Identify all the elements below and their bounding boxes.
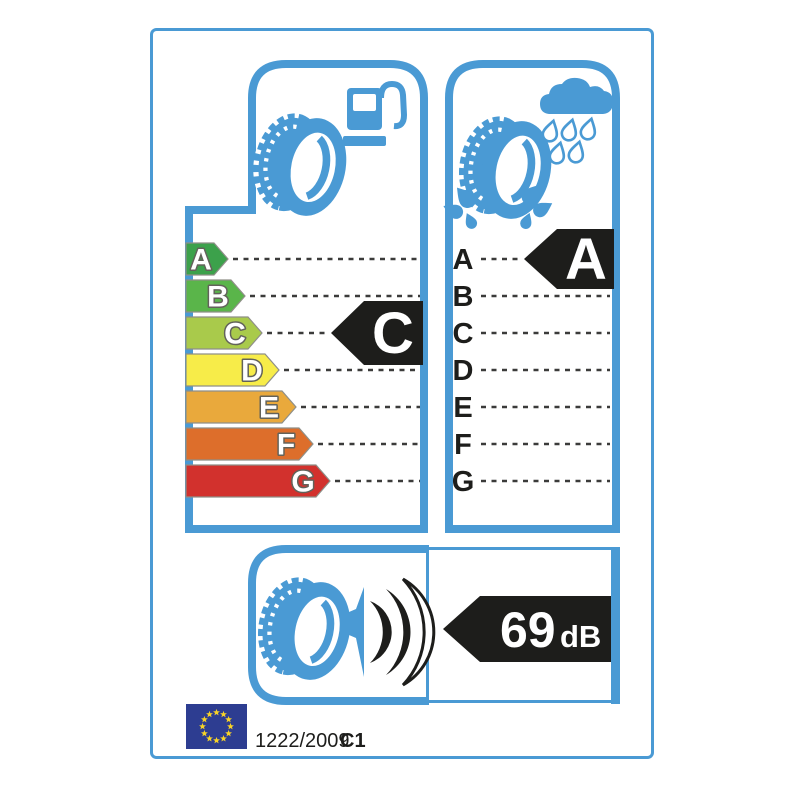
noise-rating: 69 dB — [443, 596, 611, 662]
fuel-grade-label: C — [224, 318, 246, 351]
fuel-grade-arrow-c — [185, 316, 263, 350]
noise-unit: dB — [560, 619, 601, 654]
fuel-grade-arrow-f — [185, 427, 314, 461]
wet-grip-rating-arrow — [524, 229, 614, 289]
fuel-grade-arrow-e — [185, 390, 297, 424]
fuel-efficiency-scale: A B C D E F G C — [185, 242, 423, 500]
fuel-efficiency-pictogram — [245, 80, 408, 222]
wet-grip-grade-label: D — [453, 355, 474, 387]
regulation-number: 1222/2009 — [255, 730, 350, 752]
fuel-grade-label: B — [207, 281, 229, 314]
wet-grip-grade-label: B — [453, 281, 474, 313]
fuel-rating-value: C — [372, 301, 414, 366]
fuel-grade-arrow-g — [185, 464, 331, 498]
noise-panel — [248, 545, 429, 705]
rain-cloud-icon — [540, 77, 613, 114]
noise-pictogram — [249, 571, 436, 687]
noise-value: 69 — [500, 602, 556, 658]
wet-grip-grade-label: C — [453, 318, 474, 350]
fuel-grade-label: D — [241, 355, 263, 388]
fuel-grade-label: G — [291, 466, 314, 499]
speaker-icon — [342, 587, 364, 677]
fuel-grade-label: E — [259, 392, 279, 425]
wet-grip-grade-label: E — [453, 392, 472, 424]
fuel-grade-arrow-b — [185, 279, 246, 313]
fuel-grade-arrow-d — [185, 353, 280, 387]
wet-grip-grade-label: A — [453, 244, 474, 276]
fuel-grade-label: A — [190, 244, 212, 277]
sound-wave-outline-icon — [401, 577, 436, 687]
wet-grip-rating-value: A — [565, 227, 607, 292]
regulation-class: C1 — [340, 730, 366, 752]
fuel-rating-arrow — [331, 301, 423, 365]
sound-wave-icon — [386, 589, 411, 675]
regulation-footer: 1222/2009 C1 — [186, 704, 366, 752]
wet-grip-pictogram — [440, 77, 613, 231]
wet-grip-scale: A B C D E F G A — [452, 227, 614, 498]
fuel-grade-arrow-a — [185, 242, 229, 276]
noise-rating-arrow — [443, 596, 611, 662]
noise-panel-right-border — [611, 547, 620, 704]
fuel-pump-icon — [343, 80, 408, 146]
wet-grip-grade-label: G — [452, 466, 475, 498]
wet-grip-grade-label: F — [454, 429, 472, 461]
label-outer-frame — [150, 28, 654, 759]
fuel-grade-label: F — [277, 429, 295, 462]
sound-wave-icon — [370, 601, 392, 663]
